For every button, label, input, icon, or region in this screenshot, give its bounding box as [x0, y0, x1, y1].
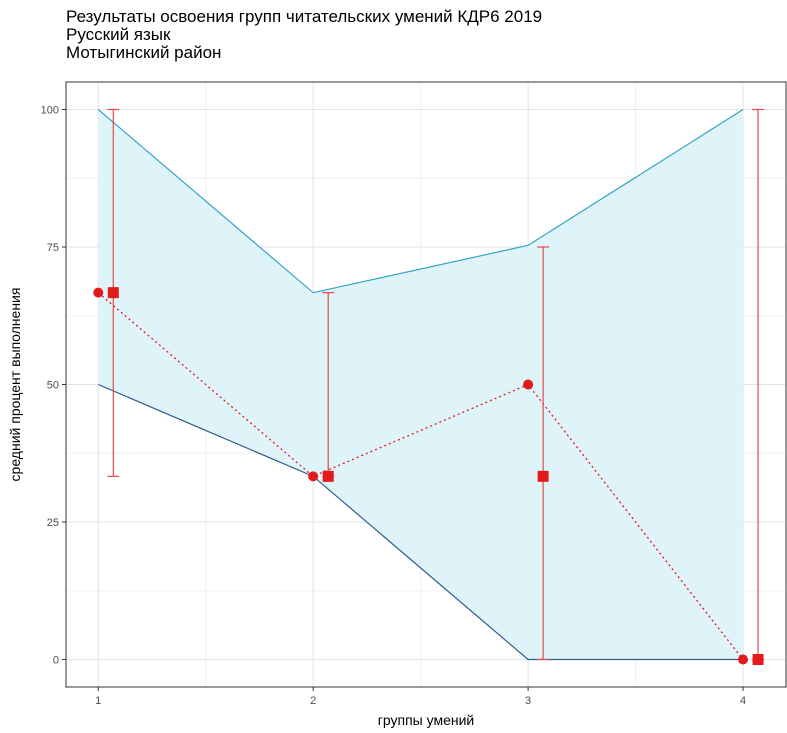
- x-axis-title: группы умений: [378, 712, 474, 728]
- point-circle: [308, 471, 319, 482]
- chart-marks: [93, 108, 765, 665]
- y-tick-label: 100: [41, 105, 59, 117]
- chart-title: Результаты освоения групп читательских у…: [66, 7, 543, 26]
- point-circle: [738, 654, 749, 665]
- chart-titles: Результаты освоения групп читательских у…: [66, 8, 542, 62]
- x-tick-label: 4: [740, 695, 746, 707]
- chart-subtitle-subject: Русский язык: [66, 25, 171, 44]
- point-square: [537, 470, 549, 482]
- x-tick-label: 3: [525, 695, 531, 707]
- y-tick-label: 0: [53, 655, 59, 667]
- y-tick-label: 50: [47, 380, 59, 392]
- point-square: [322, 470, 334, 482]
- y-tick-label: 75: [47, 242, 59, 254]
- range-band: [97, 108, 744, 661]
- point-circle: [523, 379, 534, 390]
- axes: 0 25 50 75 100 1 2 3 4: [41, 105, 746, 708]
- point-circle: [93, 287, 104, 298]
- band-upper-line: [97, 108, 744, 294]
- point-square: [107, 287, 119, 299]
- x-tick-label: 2: [310, 695, 316, 707]
- mean-dotted-line: [97, 292, 744, 660]
- chart-subtitle-region: Мотыгинский район: [66, 43, 222, 62]
- band-lower-line: [98, 383, 744, 661]
- y-tick-label: 25: [47, 517, 59, 529]
- x-tick-label: 1: [95, 695, 101, 707]
- y-axis-title: средний процент выполнения: [7, 288, 23, 482]
- point-square: [752, 654, 764, 665]
